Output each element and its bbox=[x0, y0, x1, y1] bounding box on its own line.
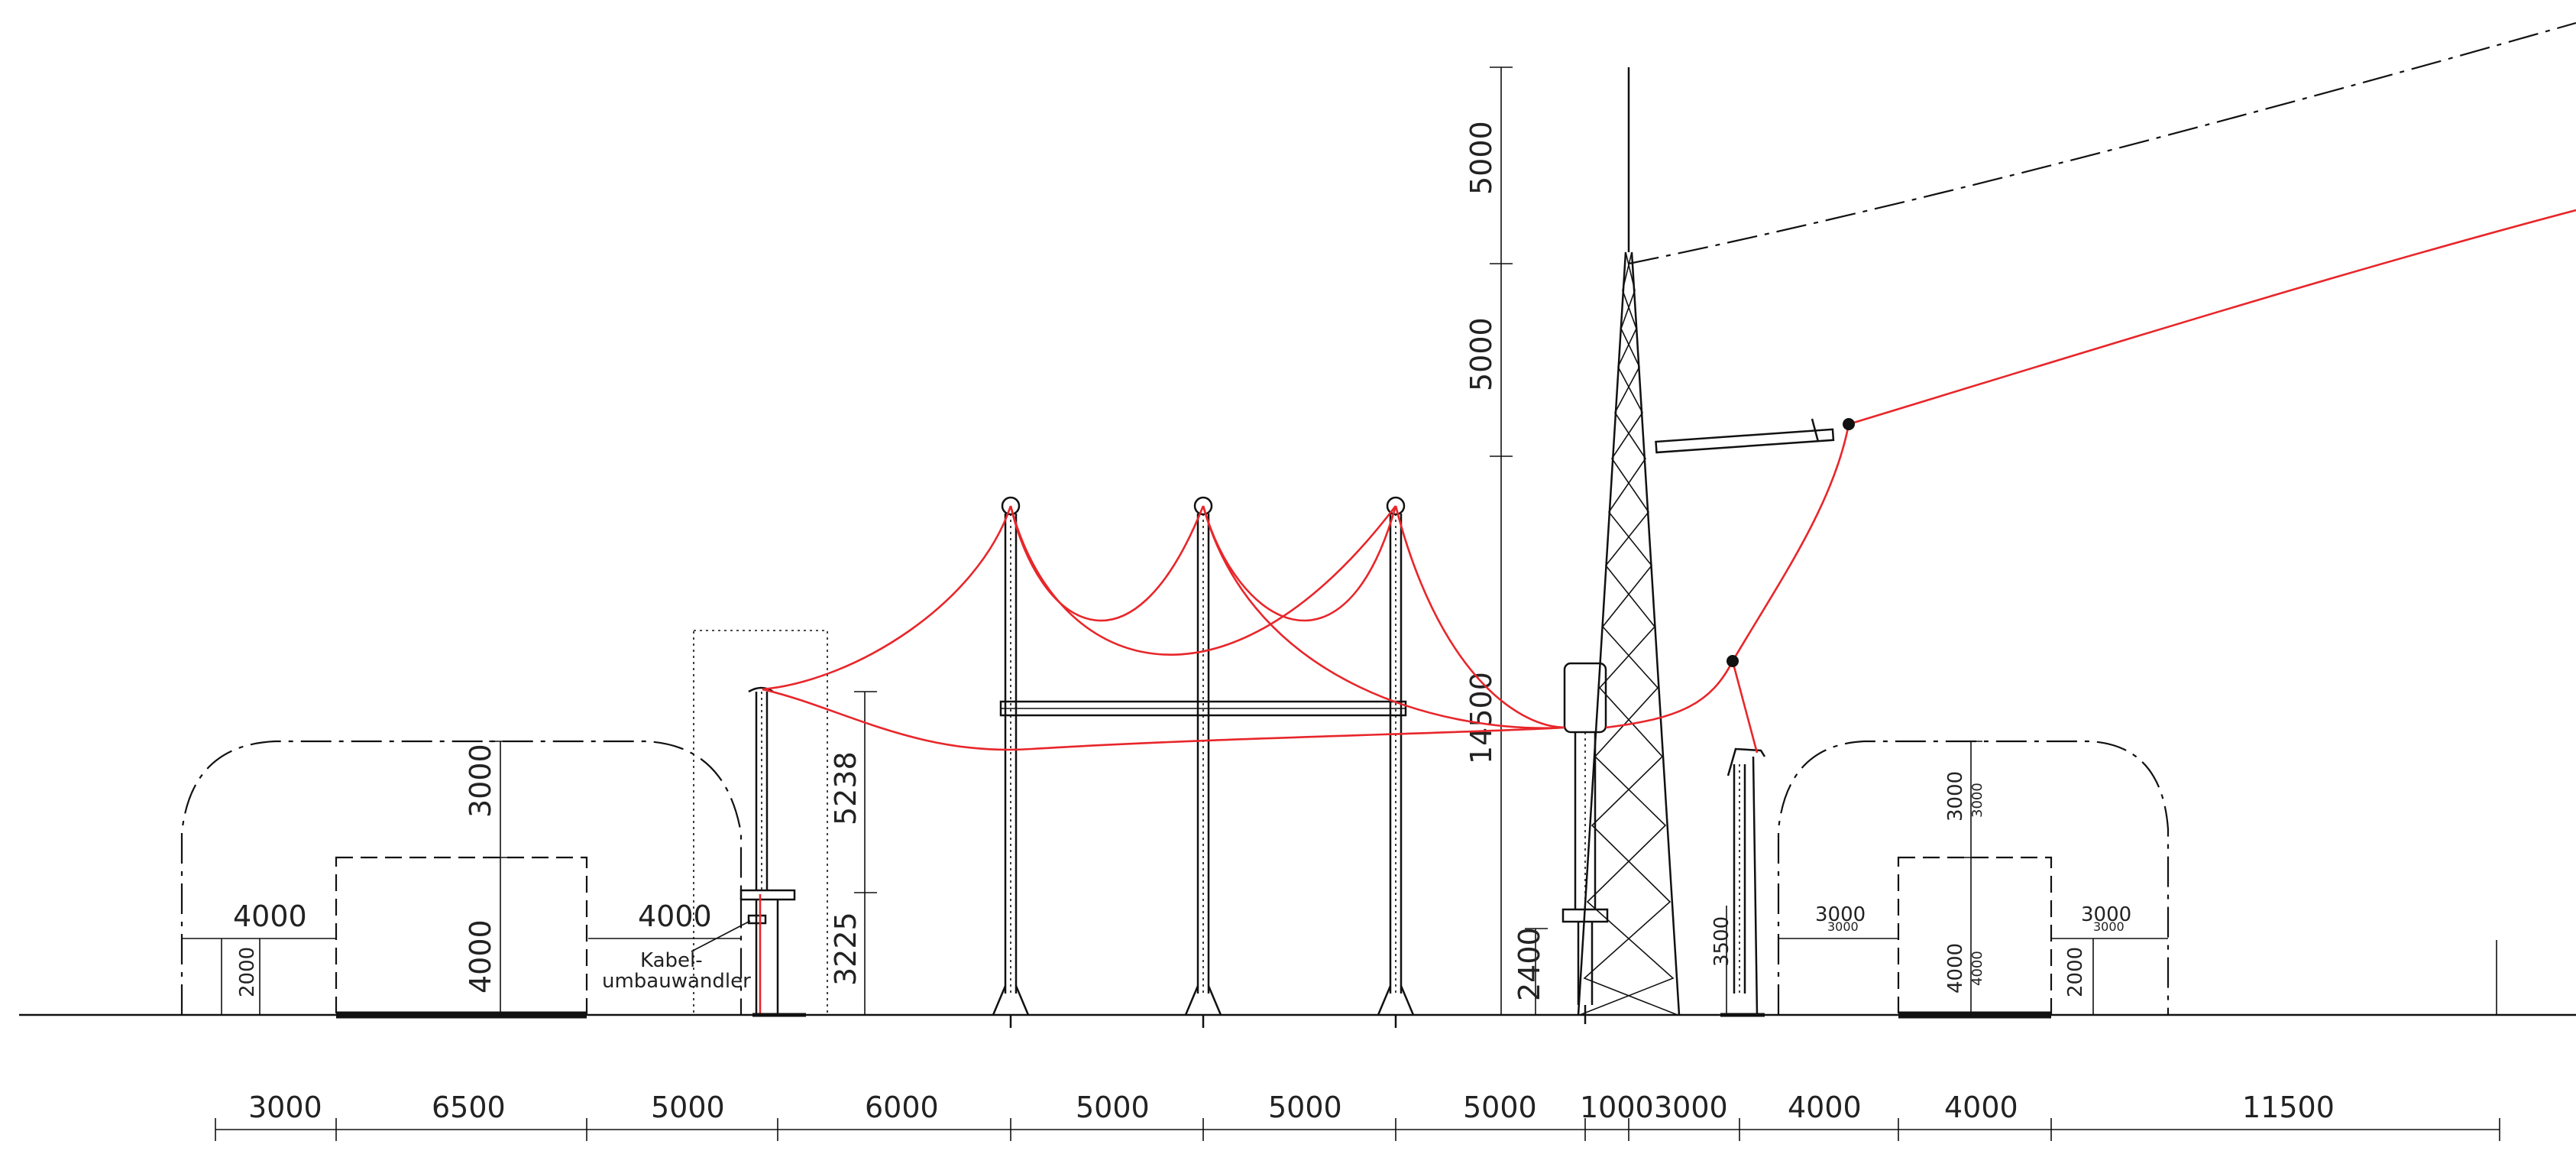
bottom-dim-9: 3000 bbox=[1654, 1091, 1728, 1124]
cable-post bbox=[691, 630, 877, 1017]
bottom-dim-7: 5000 bbox=[1463, 1091, 1537, 1124]
bottom-dim-11: 4000 bbox=[1944, 1091, 2018, 1124]
current-transformer bbox=[1525, 662, 1609, 1024]
tower-dim-lower: 14500 bbox=[1464, 672, 1498, 764]
post-insulator-2 bbox=[1184, 496, 1222, 1028]
right-clearance-zone bbox=[1777, 740, 2170, 1019]
left-dim-height-upper: 3000 bbox=[464, 744, 497, 818]
right-dim-height-lower: 4000 bbox=[1944, 943, 1967, 994]
surge-arrester bbox=[1720, 747, 1766, 1017]
bottom-dim-8: 1000 bbox=[1580, 1091, 1654, 1124]
connection-point-upper bbox=[1843, 418, 1855, 430]
tower-dim-line bbox=[1490, 66, 1513, 1016]
right-dim-height-upper: 3000 bbox=[1944, 771, 1967, 822]
right-dim-height-lower-small: 4000 bbox=[1969, 951, 1985, 986]
cable-post-dim-upper: 5238 bbox=[829, 751, 862, 825]
kabel-label-line2: umbauwandler bbox=[602, 970, 751, 993]
post-insulator-1 bbox=[992, 496, 1030, 1028]
kabel-label-line1: Kabel- bbox=[640, 949, 703, 972]
left-dim-small-height: 2000 bbox=[236, 947, 259, 997]
left-dim-height-lower: 4000 bbox=[464, 919, 497, 994]
left-clearance-zone bbox=[180, 740, 743, 1019]
bottom-dim-3: 5000 bbox=[651, 1091, 725, 1124]
right-dim-width-right-small: 3000 bbox=[2093, 919, 2125, 934]
right-dim-width-left: 3000 bbox=[1815, 903, 1866, 926]
right-dim-small-height: 2000 bbox=[2064, 947, 2087, 997]
connection-point-lower bbox=[1727, 655, 1739, 667]
lattice-tower bbox=[1577, 67, 1835, 1016]
left-dim-side-width: 4000 bbox=[638, 900, 712, 933]
right-dim-width-right: 3000 bbox=[2081, 903, 2131, 926]
right-dim-height-upper-small: 3000 bbox=[1969, 783, 1985, 818]
bottom-dim-6: 5000 bbox=[1268, 1091, 1342, 1124]
bottom-dim-4: 6000 bbox=[865, 1091, 939, 1124]
arrester-dim: 3500 bbox=[1710, 916, 1733, 967]
bottom-dim-2: 6500 bbox=[432, 1091, 506, 1124]
tower-dim-top: 5000 bbox=[1464, 121, 1498, 195]
left-dim-width: 4000 bbox=[233, 900, 307, 933]
bottom-dim-12: 11500 bbox=[2242, 1091, 2335, 1124]
tower-dim-mid: 5000 bbox=[1464, 317, 1498, 391]
right-dim-width-left-small: 3000 bbox=[1827, 919, 1859, 934]
bottom-dim-10: 4000 bbox=[1788, 1091, 1862, 1124]
bottom-dimension-chain bbox=[215, 1118, 2500, 1141]
bottom-dim-1: 3000 bbox=[248, 1091, 322, 1124]
cable-post-dim-lower: 3225 bbox=[829, 912, 862, 986]
bottom-dim-5: 5000 bbox=[1076, 1091, 1150, 1124]
post-insulator-3 bbox=[1377, 496, 1415, 1028]
conductors bbox=[762, 209, 2576, 754]
shield-wire bbox=[1628, 21, 2576, 265]
tower-base-dim: 2400 bbox=[1513, 927, 1546, 1001]
